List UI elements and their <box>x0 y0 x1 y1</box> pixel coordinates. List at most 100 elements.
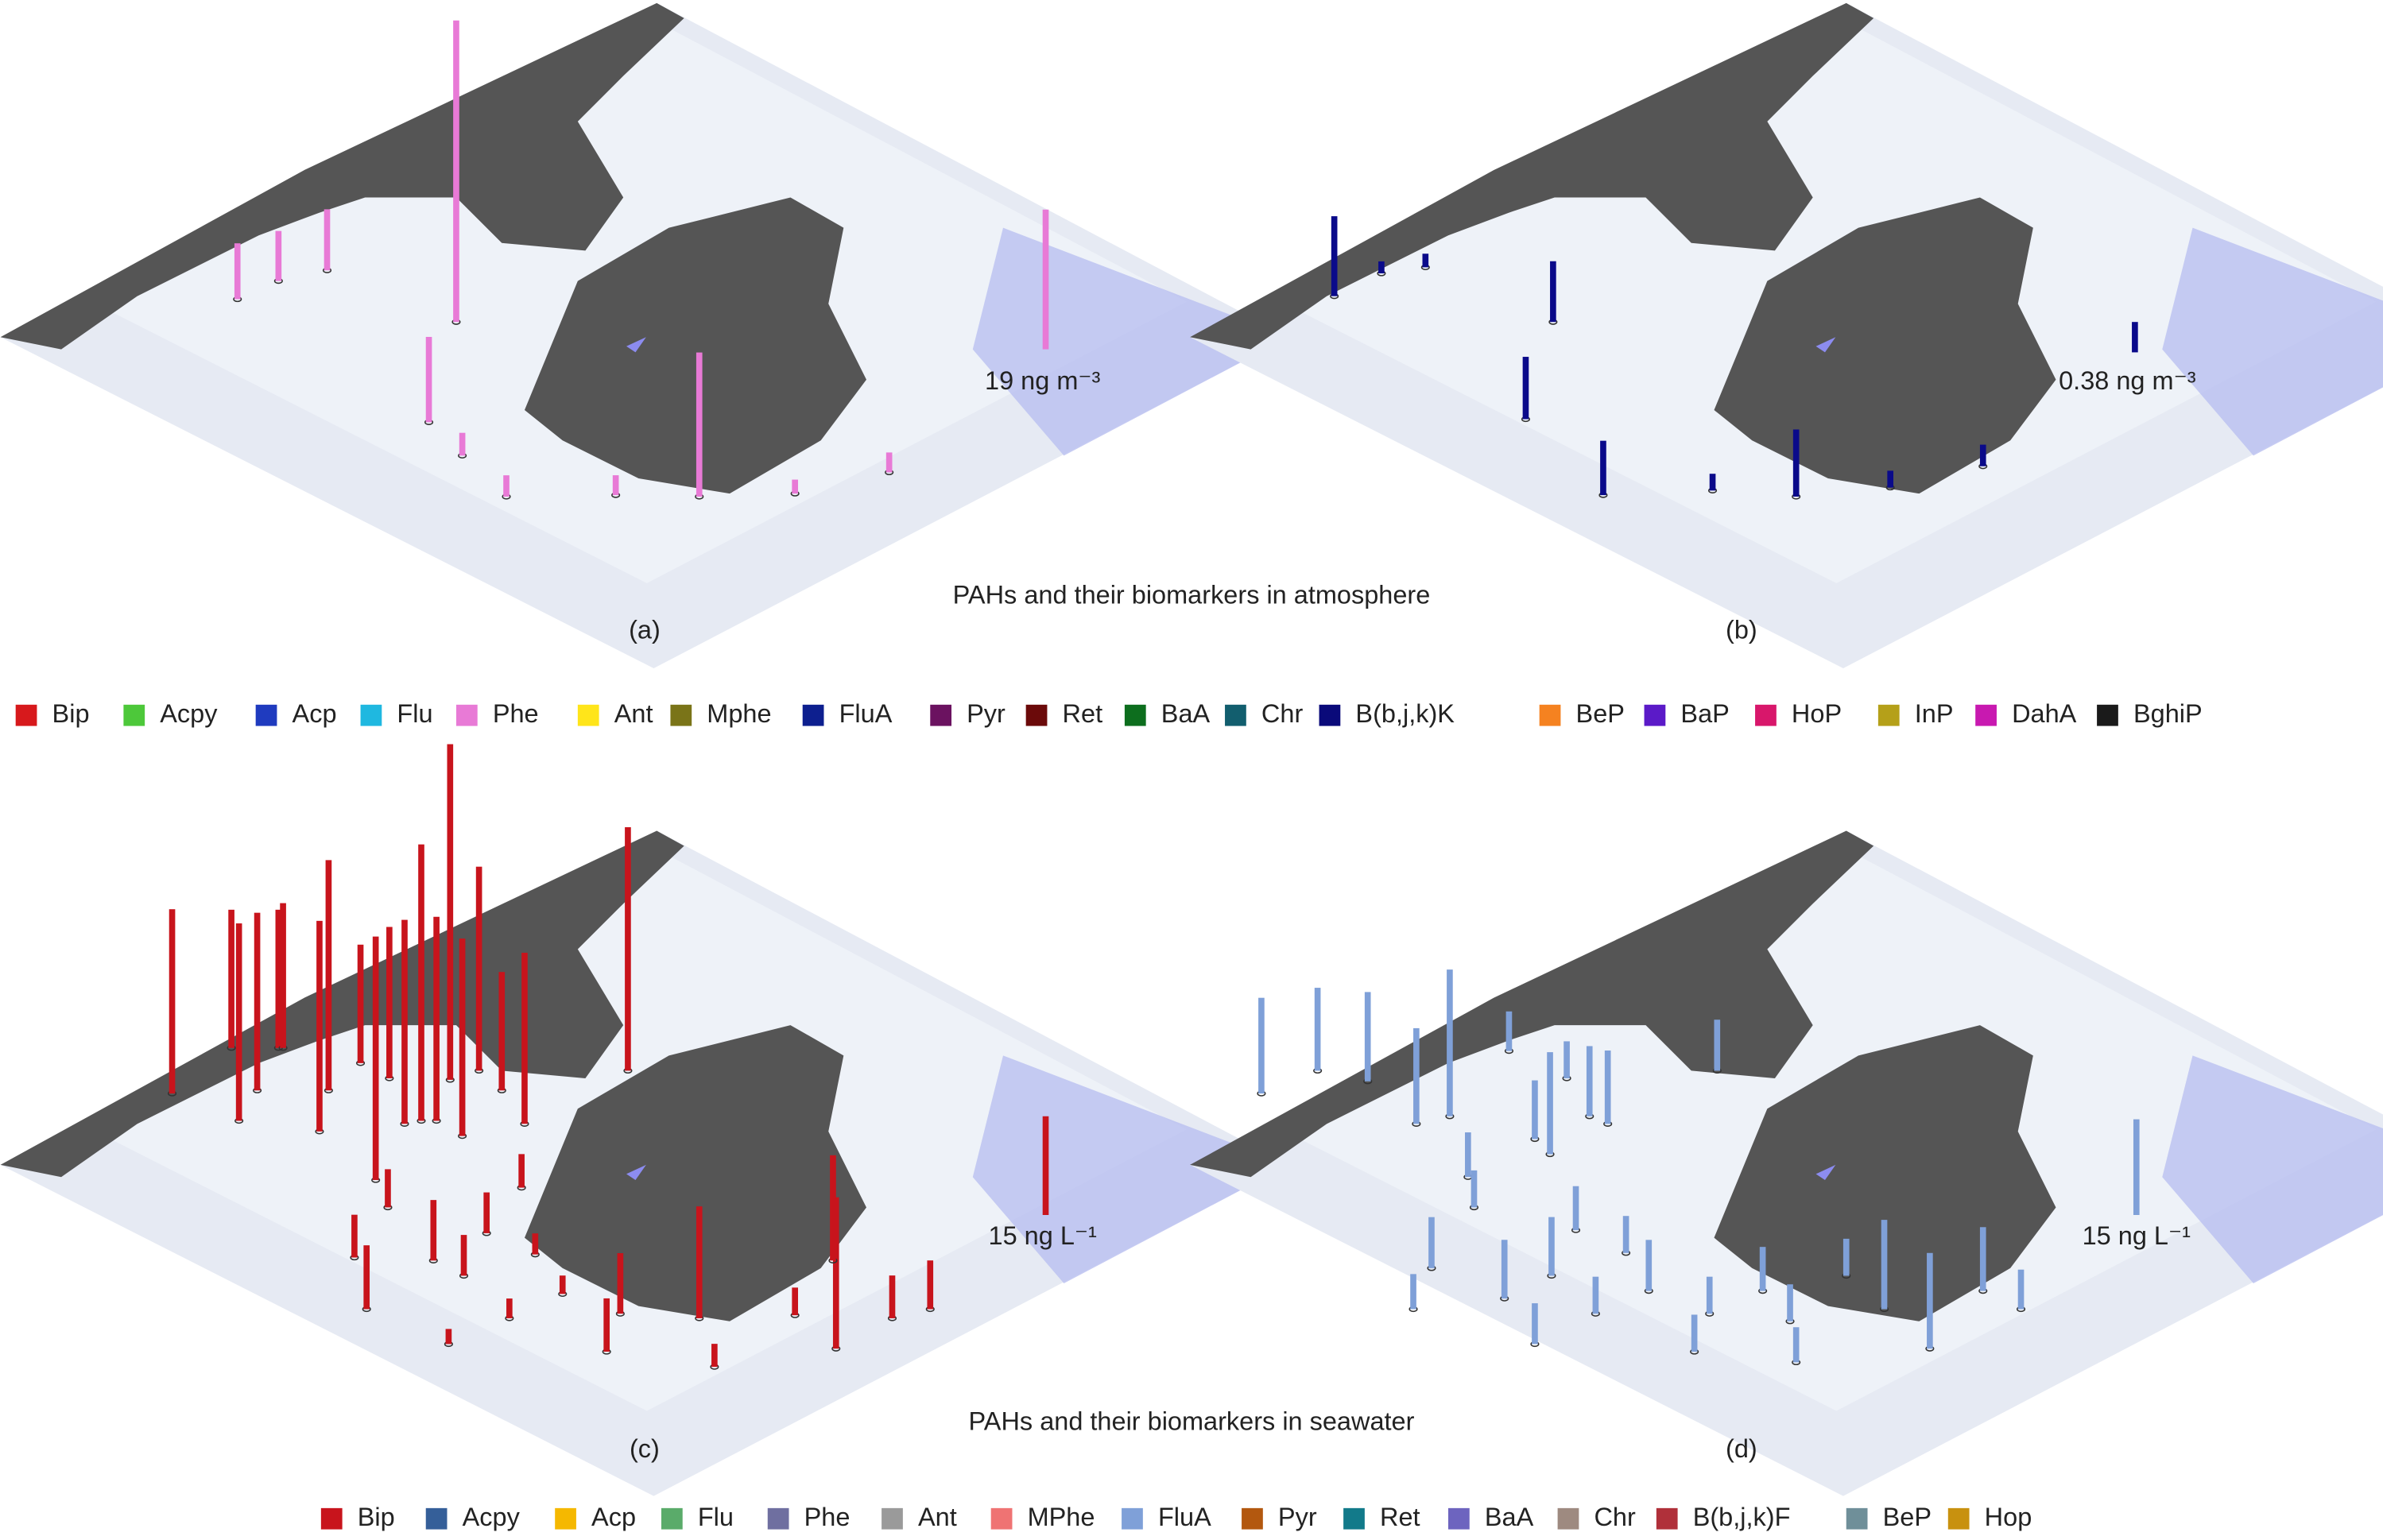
legend-label: MPhe <box>1028 1503 1095 1531</box>
station-bar <box>275 230 282 281</box>
legend-swatch <box>1448 1507 1470 1530</box>
station-bar <box>1572 1186 1579 1231</box>
station-bar <box>447 744 454 1080</box>
legend-label: HoP <box>1792 699 1842 728</box>
legend-label: Phe <box>804 1503 851 1531</box>
station-bar <box>1364 992 1371 1081</box>
station-bar <box>559 1275 566 1294</box>
legend-swatch <box>123 704 145 726</box>
legend-swatch <box>360 704 382 726</box>
legend-swatch <box>1242 1507 1263 1530</box>
station-bar <box>1792 429 1800 497</box>
station-bar <box>1413 1027 1420 1124</box>
station-bar <box>1706 1276 1713 1314</box>
station-bar <box>1378 261 1385 274</box>
legend-label: Ant <box>614 699 653 728</box>
legend-swatch <box>1025 704 1048 726</box>
station-bar <box>832 1197 839 1349</box>
legend-swatch <box>670 704 692 726</box>
legend-swatch <box>425 1507 448 1530</box>
legend-swatch <box>1124 704 1146 726</box>
legend-label: Chr <box>1594 1503 1636 1531</box>
panel-label: (b) <box>1726 616 1757 644</box>
station-bar <box>1428 1217 1435 1268</box>
station-bar <box>1532 1080 1538 1140</box>
station-bar <box>1465 1132 1471 1178</box>
legend-label: FluA <box>1158 1503 1211 1531</box>
station-bar <box>792 479 798 494</box>
legend-swatch <box>1656 1507 1678 1530</box>
station-bar <box>498 972 506 1091</box>
map-c <box>0 830 1289 1496</box>
panel-label: (a) <box>629 616 661 644</box>
legend-swatch <box>15 704 37 726</box>
legend-label: Bip <box>52 699 90 728</box>
station-bar <box>254 912 261 1091</box>
legend-label: Ret <box>1380 1503 1420 1531</box>
legend-swatch <box>1539 704 1561 726</box>
station-bar <box>1792 1327 1800 1363</box>
station-bar <box>612 475 619 496</box>
legend-label: Hop <box>1985 1503 2032 1531</box>
station-bar <box>235 923 242 1121</box>
legend-label: Pyr <box>1278 1503 1317 1531</box>
station-bar <box>1759 1247 1766 1291</box>
station-bar <box>506 1298 513 1318</box>
station-bar <box>1548 1217 1555 1276</box>
legend-swatch <box>882 1507 903 1530</box>
legend-label: BaA <box>1161 699 1211 728</box>
station-bar <box>603 1298 610 1352</box>
station-bar <box>1842 1238 1850 1276</box>
station-bar <box>1714 1020 1721 1071</box>
scale-label: 19 ng m⁻³ <box>985 366 1101 395</box>
station-bar <box>1881 1220 1888 1310</box>
station-bar <box>459 938 466 1136</box>
legend-swatch <box>767 1507 789 1530</box>
station-bar <box>372 936 379 1181</box>
legend-swatch <box>930 704 952 726</box>
legend-swatch <box>320 1507 343 1530</box>
legend-swatch <box>555 1507 576 1530</box>
station-bar <box>1532 1303 1538 1345</box>
legend-swatch <box>2097 704 2118 726</box>
legend-label: BeP <box>1576 699 1625 728</box>
station-bar <box>1550 261 1556 323</box>
station-bar <box>1314 988 1321 1071</box>
station-bar <box>418 844 424 1121</box>
station-bar <box>363 1245 370 1310</box>
station-bar <box>1586 1046 1593 1116</box>
legend-swatch <box>1846 1507 1868 1530</box>
legend-label: Chr <box>1261 699 1304 728</box>
station-bar <box>1927 1252 1933 1349</box>
caption: PAHs and their biomarkers in seawater <box>969 1407 1415 1435</box>
station-bar <box>889 1275 896 1318</box>
panel-label: (c) <box>630 1434 660 1463</box>
legend-label: BeP <box>1883 1503 1932 1531</box>
station-bar <box>483 1192 490 1233</box>
legend-swatch <box>990 1507 1013 1530</box>
legend-label: B(b,j,k)K <box>1355 699 1455 728</box>
station-bar <box>475 866 482 1071</box>
station-bar <box>430 1200 437 1261</box>
legend-label: Acp <box>591 1503 636 1531</box>
station-bar <box>401 919 408 1124</box>
legend-label: DahA <box>2012 699 2077 728</box>
station-bar <box>521 952 528 1124</box>
scale-bar <box>1042 209 1049 350</box>
station-bar <box>275 909 282 1048</box>
legend-swatch <box>661 1507 683 1530</box>
legend-label: FluA <box>839 699 893 728</box>
legend-swatch <box>455 704 478 726</box>
legend-swatch <box>1644 704 1666 726</box>
station-bar <box>357 944 364 1063</box>
station-bar <box>316 920 323 1132</box>
station-bar <box>459 432 466 456</box>
station-bar <box>1979 444 1986 466</box>
legend-label: Ant <box>918 1503 957 1531</box>
scale-bar <box>1042 1116 1049 1215</box>
legend-label: Pyr <box>967 699 1006 728</box>
station-bar <box>1622 1216 1629 1253</box>
station-bar <box>885 452 893 473</box>
station-bar <box>169 909 176 1094</box>
